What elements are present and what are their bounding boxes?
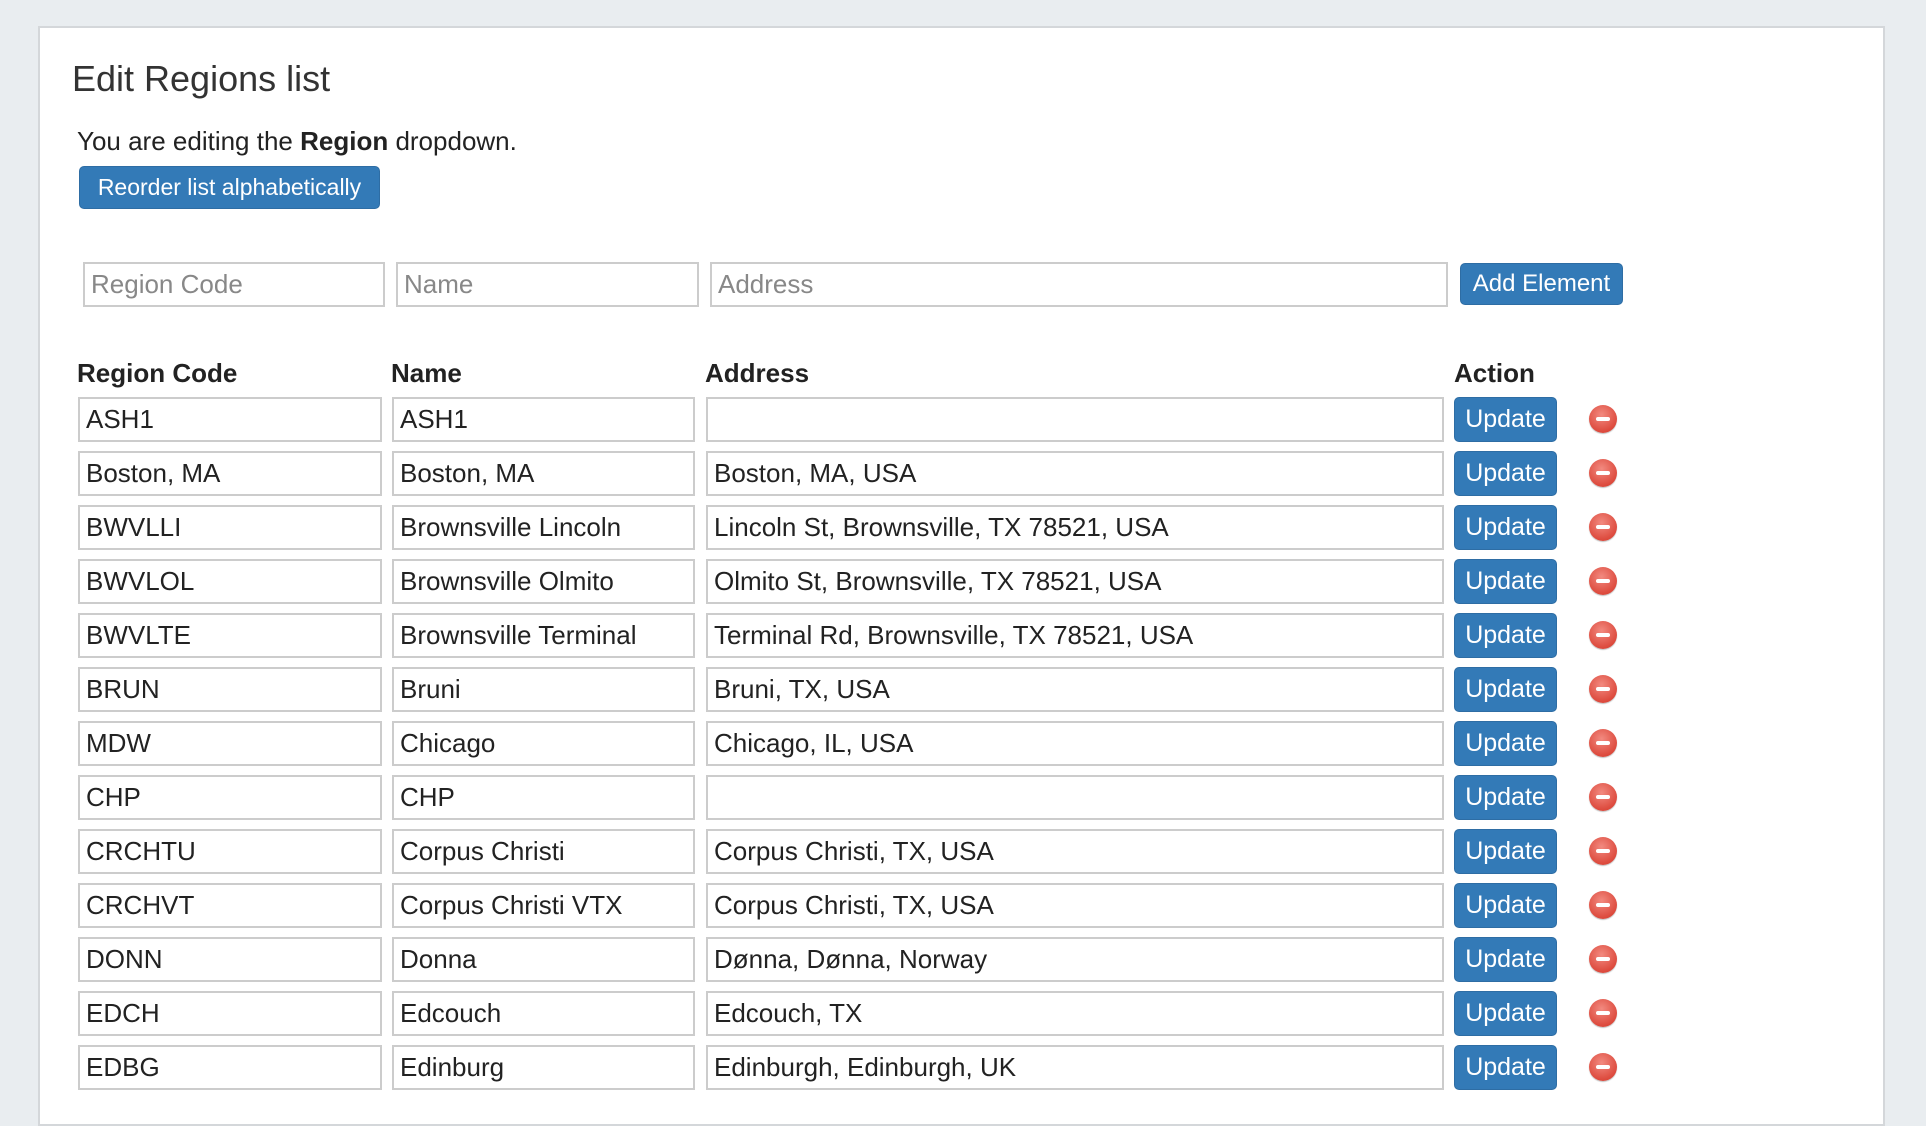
address-field[interactable]: Corpus Christi, TX, USA <box>706 883 1444 928</box>
update-button[interactable]: Update <box>1454 721 1557 766</box>
region-code-field[interactable]: Boston, MA <box>78 451 382 496</box>
update-button[interactable]: Update <box>1454 667 1557 712</box>
region-code-field[interactable]: ASH1 <box>78 397 382 442</box>
delete-icon[interactable] <box>1589 1053 1617 1081</box>
new-region-code-input[interactable] <box>83 262 385 307</box>
delete-icon[interactable] <box>1589 783 1617 811</box>
name-field[interactable]: Corpus Christi <box>392 829 695 874</box>
column-header-address: Address <box>705 358 810 388</box>
update-button[interactable]: Update <box>1454 397 1557 442</box>
name-field[interactable]: Chicago <box>392 721 695 766</box>
region-code-field[interactable]: DONN <box>78 937 382 982</box>
address-field[interactable]: Chicago, IL, USA <box>706 721 1444 766</box>
name-field[interactable]: Brownsville Lincoln <box>392 505 695 550</box>
column-header-action: Action <box>1454 358 1535 388</box>
delete-icon[interactable] <box>1589 513 1617 541</box>
delete-icon[interactable] <box>1589 621 1617 649</box>
name-field[interactable]: Donna <box>392 937 695 982</box>
delete-icon[interactable] <box>1589 945 1617 973</box>
intro-text: You are editing the Region dropdown. <box>77 126 517 157</box>
address-field[interactable]: Edinburgh, Edinburgh, UK <box>706 1045 1444 1090</box>
address-field[interactable]: Bruni, TX, USA <box>706 667 1444 712</box>
delete-icon[interactable] <box>1589 459 1617 487</box>
region-code-field[interactable]: CRCHVT <box>78 883 382 928</box>
update-button[interactable]: Update <box>1454 883 1557 928</box>
delete-icon[interactable] <box>1589 999 1617 1027</box>
region-code-field[interactable]: BWVLTE <box>78 613 382 658</box>
edit-regions-panel: Edit Regions list You are editing the Re… <box>38 26 1885 1126</box>
update-button[interactable]: Update <box>1454 829 1557 874</box>
intro-prefix: You are editing the <box>77 126 301 156</box>
update-button[interactable]: Update <box>1454 937 1557 982</box>
update-button[interactable]: Update <box>1454 991 1557 1036</box>
update-button[interactable]: Update <box>1454 451 1557 496</box>
name-field[interactable]: ASH1 <box>392 397 695 442</box>
region-code-field[interactable]: MDW <box>78 721 382 766</box>
address-field[interactable]: Corpus Christi, TX, USA <box>706 829 1444 874</box>
update-button[interactable]: Update <box>1454 775 1557 820</box>
new-address-input[interactable] <box>710 262 1448 307</box>
address-field[interactable]: Lincoln St, Brownsville, TX 78521, USA <box>706 505 1444 550</box>
update-button[interactable]: Update <box>1454 1045 1557 1090</box>
address-field[interactable] <box>706 397 1444 442</box>
intro-suffix: dropdown. <box>388 126 517 156</box>
update-button[interactable]: Update <box>1454 559 1557 604</box>
name-field[interactable]: CHP <box>392 775 695 820</box>
name-field[interactable]: Boston, MA <box>392 451 695 496</box>
region-code-field[interactable]: BWVLOL <box>78 559 382 604</box>
new-name-input[interactable] <box>396 262 699 307</box>
delete-icon[interactable] <box>1589 729 1617 757</box>
name-field[interactable]: Brownsville Olmito <box>392 559 695 604</box>
name-field[interactable]: Edinburg <box>392 1045 695 1090</box>
delete-icon[interactable] <box>1589 675 1617 703</box>
name-field[interactable]: Bruni <box>392 667 695 712</box>
region-code-field[interactable]: EDBG <box>78 1045 382 1090</box>
address-field[interactable]: Dønna, Dønna, Norway <box>706 937 1444 982</box>
delete-icon[interactable] <box>1589 891 1617 919</box>
reorder-alphabetically-button[interactable]: Reorder list alphabetically <box>79 166 380 209</box>
address-field[interactable]: Boston, MA, USA <box>706 451 1444 496</box>
delete-icon[interactable] <box>1589 405 1617 433</box>
address-field[interactable]: Terminal Rd, Brownsville, TX 78521, USA <box>706 613 1444 658</box>
region-code-field[interactable]: BWVLLI <box>78 505 382 550</box>
region-code-field[interactable]: EDCH <box>78 991 382 1036</box>
address-field[interactable]: Edcouch, TX <box>706 991 1444 1036</box>
name-field[interactable]: Brownsville Terminal <box>392 613 695 658</box>
dropdown-name: Region <box>300 126 389 156</box>
name-field[interactable]: Edcouch <box>392 991 695 1036</box>
column-header-region-code: Region Code <box>77 358 238 388</box>
delete-icon[interactable] <box>1589 837 1617 865</box>
add-element-button[interactable]: Add Element <box>1460 263 1623 305</box>
update-button[interactable]: Update <box>1454 505 1557 550</box>
update-button[interactable]: Update <box>1454 613 1557 658</box>
region-code-field[interactable]: BRUN <box>78 667 382 712</box>
address-field[interactable] <box>706 775 1444 820</box>
page-title: Edit Regions list <box>72 58 331 99</box>
region-code-field[interactable]: CRCHTU <box>78 829 382 874</box>
column-header-name: Name <box>391 358 462 388</box>
name-field[interactable]: Corpus Christi VTX <box>392 883 695 928</box>
address-field[interactable]: Olmito St, Brownsville, TX 78521, USA <box>706 559 1444 604</box>
delete-icon[interactable] <box>1589 567 1617 595</box>
region-code-field[interactable]: CHP <box>78 775 382 820</box>
